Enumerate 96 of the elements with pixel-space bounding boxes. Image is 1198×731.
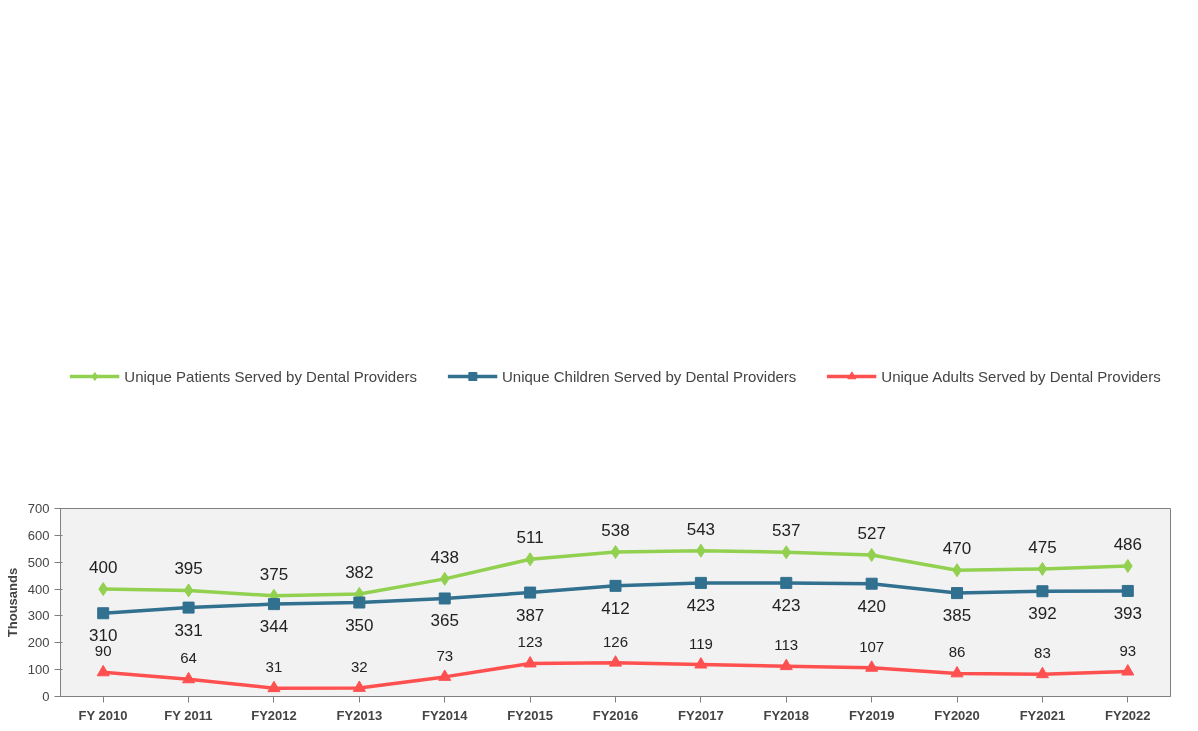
- data-label: 113: [774, 636, 799, 654]
- y-tick-label: 700: [27, 501, 50, 516]
- data-label: 385: [942, 606, 972, 626]
- data-label: 527: [857, 523, 886, 543]
- data-label: 31: [265, 658, 283, 676]
- data-label: 93: [1119, 641, 1137, 659]
- data-label: 73: [436, 646, 454, 664]
- x-tick-label: FY2022: [1105, 707, 1151, 723]
- point: [267, 680, 281, 693]
- legend-label: Unique Children Served by Dental Providers: [502, 367, 797, 385]
- data-label: 537: [772, 521, 801, 541]
- data-label: 392: [1028, 604, 1057, 624]
- point: [1036, 585, 1049, 598]
- data-label: 126: [602, 632, 629, 650]
- y-tick-label: 500: [27, 554, 50, 570]
- legend-label: Unique Adults Served by Dental Providers: [881, 367, 1161, 385]
- point: [353, 596, 366, 609]
- point: [182, 671, 196, 684]
- point: [98, 582, 109, 597]
- data-label: 486: [1113, 534, 1142, 554]
- y-axis-title: Thousands: [4, 567, 20, 638]
- data-label: 32: [351, 657, 368, 675]
- point: [438, 592, 451, 605]
- point: [96, 664, 110, 677]
- point: [950, 665, 964, 678]
- x-tick-label: FY2021: [1019, 707, 1066, 723]
- point: [609, 655, 622, 667]
- data-label: 86: [948, 643, 966, 661]
- point: [267, 598, 280, 611]
- point: [1122, 558, 1133, 573]
- point: [1035, 666, 1049, 679]
- point: [694, 657, 708, 669]
- point: [352, 680, 366, 692]
- y-tick-label: 100: [27, 662, 50, 678]
- point: [182, 601, 195, 614]
- point: [1121, 664, 1135, 676]
- point: [524, 586, 537, 599]
- data-label: 412: [601, 598, 630, 618]
- x-tick-label: FY2014: [421, 707, 469, 723]
- x-tick-label: FY2016: [592, 707, 639, 723]
- point: [779, 658, 793, 671]
- data-label: 543: [686, 519, 716, 539]
- x-tick-label: FY 2011: [164, 707, 213, 723]
- data-label: 423: [686, 595, 716, 615]
- y-tick-label: 400: [27, 581, 50, 597]
- data-label: 350: [345, 615, 374, 635]
- data-label: 382: [345, 562, 374, 582]
- data-label: 475: [1028, 537, 1057, 557]
- data-label: 400: [89, 558, 118, 578]
- data-label: 420: [857, 596, 886, 616]
- y-tick-label: 0: [42, 689, 50, 704]
- data-label: 538: [601, 521, 630, 541]
- point: [523, 656, 537, 668]
- data-label: 393: [1113, 603, 1142, 623]
- data-label: 423: [772, 595, 801, 615]
- data-label: 470: [942, 539, 972, 559]
- x-tick-label: FY2012: [251, 707, 297, 723]
- point: [694, 576, 707, 589]
- point: [97, 607, 110, 620]
- x-tick-label: FY2017: [678, 707, 724, 723]
- point: [610, 545, 621, 560]
- point: [609, 579, 622, 592]
- legend-label: Unique Patients Served by Dental Providers: [124, 367, 417, 385]
- data-label: 438: [430, 547, 459, 567]
- x-tick-label: FY 2010: [78, 707, 128, 723]
- data-label: 331: [174, 620, 203, 640]
- point: [438, 669, 452, 681]
- point: [183, 583, 194, 598]
- point: [951, 587, 964, 600]
- point: [439, 571, 450, 586]
- x-tick-label: FY2020: [934, 707, 980, 723]
- x-tick-label: FY2015: [507, 707, 553, 723]
- point: [1037, 561, 1048, 576]
- data-label: 119: [688, 634, 713, 652]
- point: [865, 660, 879, 672]
- data-label: 511: [516, 528, 544, 548]
- point: [865, 577, 878, 590]
- data-label: 365: [430, 611, 459, 631]
- data-label: 387: [515, 605, 545, 625]
- data-label: 64: [180, 649, 197, 667]
- point: [1121, 584, 1134, 597]
- y-tick-label: 300: [27, 608, 50, 624]
- data-label: 123: [517, 633, 543, 651]
- y-tick-label: 600: [27, 527, 50, 543]
- point: [781, 545, 792, 560]
- data-label: 395: [174, 559, 203, 579]
- x-tick-label: FY2013: [336, 707, 383, 723]
- data-label: 83: [1034, 644, 1051, 662]
- x-tick-label: FY2019: [848, 707, 895, 723]
- data-label: 344: [259, 617, 289, 637]
- data-label: 107: [859, 637, 885, 655]
- y-tick-label: 200: [27, 635, 50, 651]
- point: [866, 547, 877, 562]
- x-tick-label: FY2018: [763, 707, 810, 723]
- data-label: 375: [259, 564, 289, 584]
- point: [780, 576, 793, 589]
